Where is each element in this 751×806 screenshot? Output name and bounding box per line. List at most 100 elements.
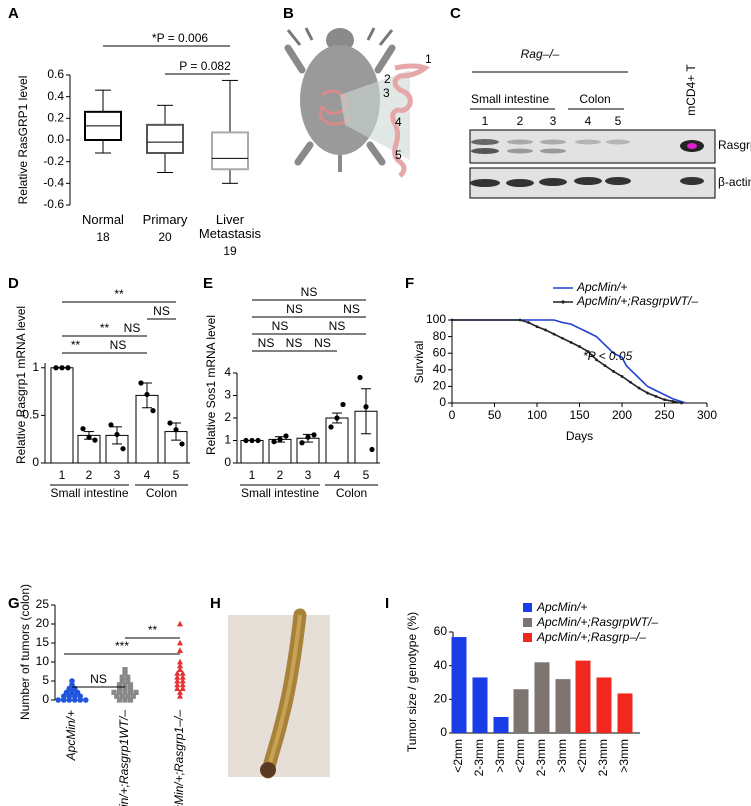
legend-label: ApcMin/+;Rasgrp–/– <box>536 630 646 644</box>
x-tick-label: 100 <box>527 408 547 422</box>
x-tick-label: 2 <box>86 468 93 482</box>
group-label: Colon <box>146 486 177 500</box>
x-tick-label: 2-3mm <box>596 739 610 776</box>
y-tick-label: -0.4 <box>43 176 64 190</box>
group-label: Colon <box>336 486 367 500</box>
data-point <box>114 431 120 438</box>
censor-marker <box>620 375 624 378</box>
legend-label: ApcMin/+;RasgrpWT/– <box>576 294 698 308</box>
bar <box>534 662 550 733</box>
censor-marker <box>450 318 454 322</box>
censor-marker <box>590 354 594 358</box>
data-point <box>179 681 186 688</box>
data-point <box>127 689 134 695</box>
bar <box>493 717 509 733</box>
y-axis-label: Tumor size / genotype (%) <box>405 612 419 752</box>
group-label: Small intestine <box>241 486 319 500</box>
x-tick-label: 4 <box>144 468 151 482</box>
data-point <box>122 697 128 703</box>
data-point <box>150 408 156 414</box>
data-point <box>80 426 86 432</box>
lane-label: 3 <box>550 114 557 128</box>
censor-marker <box>680 401 683 405</box>
y-tick-label: 0.2 <box>47 111 64 125</box>
data-point <box>177 689 183 695</box>
data-point <box>116 697 123 703</box>
censor-marker <box>603 364 607 368</box>
bar <box>575 660 591 733</box>
data-point <box>305 434 311 440</box>
x-tick-label: >3mm <box>493 739 507 773</box>
data-point <box>119 674 125 680</box>
y-tick-label: 0.0 <box>47 132 64 146</box>
data-point <box>177 658 183 665</box>
panel-label: D <box>8 275 19 292</box>
censor-marker <box>527 321 530 324</box>
data-point <box>328 424 334 430</box>
panel-label: F <box>405 275 414 292</box>
data-point <box>125 678 131 684</box>
x-tick-label: 50 <box>488 408 502 422</box>
data-point <box>255 437 261 444</box>
bar <box>50 367 74 464</box>
legend-label: ApcMin/+ <box>536 600 587 614</box>
y-tick-label: 5 <box>42 673 49 687</box>
data-point <box>174 674 181 680</box>
x-tick-label: 4 <box>334 468 341 482</box>
data-point <box>122 670 128 676</box>
data-point <box>179 674 186 680</box>
panel-label: H <box>210 595 221 612</box>
panel-label: E <box>203 275 213 292</box>
y-tick-label: 2 <box>224 410 231 424</box>
bar <box>617 693 633 733</box>
survival-line <box>452 319 687 404</box>
data-point <box>174 670 181 676</box>
x-tick-label: >3mm <box>555 739 569 773</box>
x-tick-label: Primary <box>143 213 188 227</box>
legend-swatch <box>523 633 532 642</box>
data-point <box>86 434 92 440</box>
data-point <box>177 620 183 627</box>
survival-line <box>452 319 682 404</box>
significance-label: ** <box>71 338 81 352</box>
segment-label: 4 <box>395 115 402 129</box>
data-point <box>177 639 183 646</box>
data-point <box>114 693 120 699</box>
x-tick-label: 1 <box>59 468 66 482</box>
y-tick-label: 0 <box>440 725 447 739</box>
y-tick-label: -0.2 <box>43 154 64 168</box>
y-tick-label: 20 <box>36 616 50 630</box>
y-tick-label: 60 <box>434 624 448 638</box>
data-point <box>167 420 173 426</box>
data-point <box>120 446 126 452</box>
data-point <box>177 666 183 672</box>
data-point <box>363 404 369 410</box>
blot <box>469 129 716 199</box>
significance-label: NS <box>90 672 107 686</box>
x-axis-label: Days <box>566 429 593 443</box>
data-point <box>92 437 98 443</box>
censor-marker <box>612 370 615 373</box>
y-tick-label: 1 <box>32 360 39 374</box>
y-tick-label: 60 <box>433 345 447 359</box>
y-tick-label: 0 <box>439 395 446 409</box>
data-point <box>340 401 346 408</box>
annotation: *P < 0.05 <box>583 349 633 363</box>
lane-label: 5 <box>615 114 622 128</box>
data-point <box>334 415 340 421</box>
y-axis-label: Relative Rasgrp1 mRNA level <box>14 306 28 464</box>
data-point <box>179 441 185 447</box>
censor-marker <box>637 386 641 390</box>
y-tick-label: 0 <box>42 692 49 706</box>
censor-marker <box>569 341 573 344</box>
data-point <box>271 439 277 445</box>
y-tick-label: 10 <box>36 654 50 668</box>
censor-marker <box>663 398 666 402</box>
data-point <box>177 647 183 653</box>
y-tick-label: 0 <box>224 455 231 469</box>
data-point <box>179 685 186 691</box>
data-point <box>179 677 186 684</box>
data-point <box>82 697 89 703</box>
